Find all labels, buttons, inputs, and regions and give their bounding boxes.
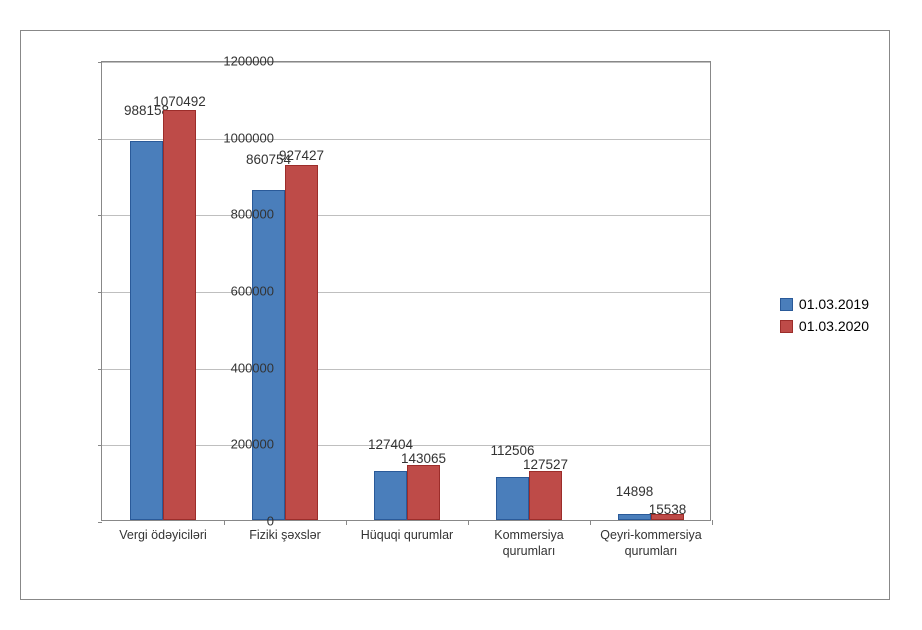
y-tick-label: 400000 <box>231 360 274 375</box>
data-label: 14898 <box>616 484 654 499</box>
x-tick <box>712 520 713 525</box>
legend: 01.03.2019 01.03.2020 <box>780 290 869 340</box>
x-tick <box>468 520 469 525</box>
x-tick <box>224 520 225 525</box>
x-tick <box>346 520 347 525</box>
y-tick <box>98 522 102 523</box>
data-label: 15538 <box>649 502 687 517</box>
data-label: 143065 <box>401 451 446 466</box>
data-label: 127527 <box>523 457 568 472</box>
legend-swatch-2019 <box>780 298 793 311</box>
bar <box>618 514 651 520</box>
data-label: 927427 <box>279 148 324 163</box>
y-tick <box>98 445 102 446</box>
legend-swatch-2020 <box>780 320 793 333</box>
data-label: 112506 <box>490 443 534 458</box>
bar <box>374 471 407 520</box>
x-tick-label: Vergi ödəyiciləri <box>102 527 224 543</box>
data-label: 1070492 <box>153 94 206 109</box>
legend-label-2019: 01.03.2019 <box>799 296 869 312</box>
chart-container: Vergi ödəyiciləri9881581070492Fiziki şəx… <box>0 0 922 630</box>
bar <box>529 471 562 520</box>
y-tick <box>98 369 102 370</box>
y-tick <box>98 292 102 293</box>
y-tick-label: 0 <box>267 514 274 529</box>
bar <box>496 477 529 520</box>
data-label: 127404 <box>368 437 413 452</box>
x-tick-label: Kommersiya qurumları <box>468 527 590 560</box>
plot-area: Vergi ödəyiciləri9881581070492Fiziki şəx… <box>101 61 711 521</box>
y-tick-label: 200000 <box>231 437 274 452</box>
y-tick-label: 600000 <box>231 284 274 299</box>
y-tick-label: 1200000 <box>223 54 274 69</box>
y-tick-label: 1000000 <box>223 130 274 145</box>
bar <box>285 165 318 521</box>
x-tick-label: Fiziki şəxslər <box>224 527 346 543</box>
x-tick <box>590 520 591 525</box>
bar <box>407 465 440 520</box>
x-tick-label: Qeyri-kommersiya qurumları <box>590 527 712 560</box>
legend-item-2020: 01.03.2020 <box>780 318 869 334</box>
y-tick <box>98 139 102 140</box>
x-tick-label: Hüquqi qurumlar <box>346 527 468 543</box>
y-tick <box>98 215 102 216</box>
bar <box>252 190 285 520</box>
y-tick-label: 800000 <box>231 207 274 222</box>
chart-frame: Vergi ödəyiciləri9881581070492Fiziki şəx… <box>20 30 890 600</box>
bar <box>163 110 196 520</box>
legend-item-2019: 01.03.2019 <box>780 296 869 312</box>
legend-label-2020: 01.03.2020 <box>799 318 869 334</box>
bar <box>130 141 163 520</box>
y-tick <box>98 62 102 63</box>
gridline <box>102 62 710 63</box>
